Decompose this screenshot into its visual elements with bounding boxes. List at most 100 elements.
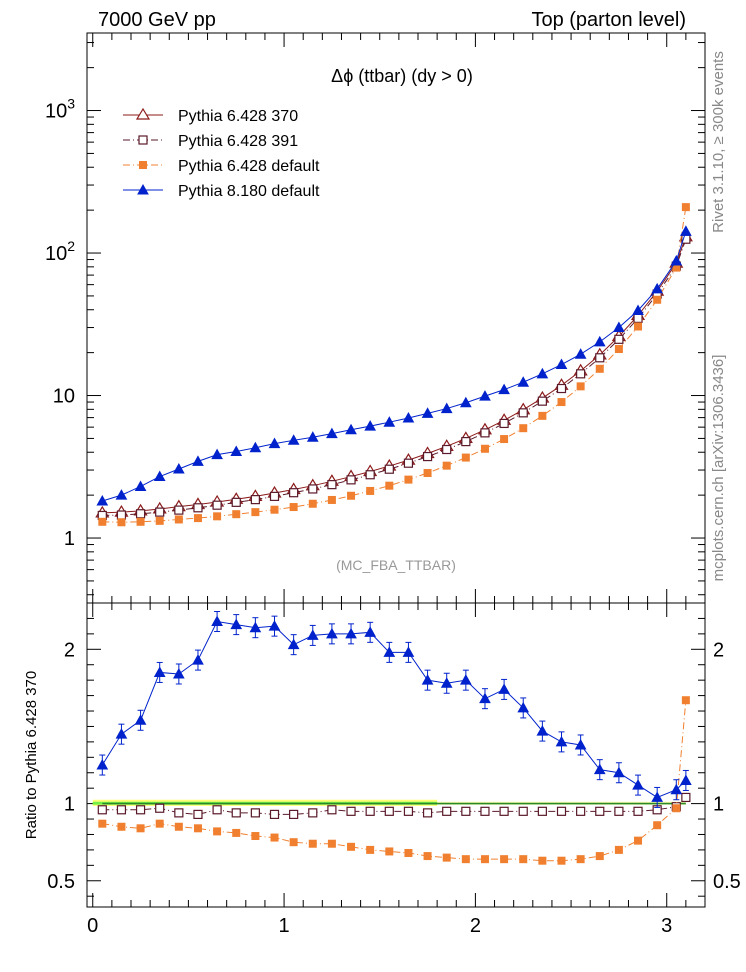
y-tick-label-right: 0.5 [713, 871, 741, 893]
data-point [632, 304, 644, 316]
data-point [519, 424, 528, 433]
series-pythia-8-180-default [96, 611, 692, 808]
data-point [613, 766, 625, 778]
data-point [385, 847, 394, 856]
data-point [308, 808, 318, 818]
data-point [269, 491, 280, 501]
series-pythia-6-428-default [98, 696, 690, 865]
data-point [289, 838, 298, 847]
data-point [251, 832, 260, 841]
data-point [574, 738, 587, 750]
legend-entry: Pythia 8.180 default [123, 183, 320, 200]
data-point [268, 437, 281, 449]
y-tick-label: 10 [53, 386, 75, 408]
data-point [365, 470, 375, 480]
data-point [651, 282, 664, 294]
data-point [347, 491, 356, 500]
data-point [250, 495, 260, 505]
data-point [442, 461, 451, 470]
data-point [576, 369, 586, 379]
data-point [172, 667, 185, 679]
data-point [116, 510, 127, 520]
data-point [308, 839, 317, 848]
data-point [306, 431, 319, 442]
data-point [479, 390, 491, 401]
main-plot-panel: 1 10 102 103 Δϕ (ttbar) (dy > 0) (MC_FBA_TTBA… [45, 32, 706, 604]
data-point [653, 295, 662, 304]
legend-entry: Pythia 6.428 370 [123, 107, 298, 125]
analysis-watermark: (MC_FBA_TTBAR) [336, 557, 456, 573]
data-point [556, 806, 567, 816]
data-point [459, 396, 472, 408]
header-right-label: Top (parton level) [531, 9, 686, 31]
legend-marker [135, 107, 151, 120]
data-point [499, 806, 509, 816]
data-point [653, 821, 662, 830]
data-point [289, 503, 298, 512]
data-point [346, 475, 356, 485]
data-point [500, 435, 509, 444]
x-tick-label: 1 [279, 915, 290, 937]
x-tick-label: 3 [661, 915, 672, 937]
data-point [440, 677, 453, 688]
data-point [287, 638, 300, 650]
data-point [681, 203, 690, 212]
data-point [595, 852, 604, 861]
data-point [442, 806, 452, 816]
data-point [670, 254, 683, 266]
data-point [366, 486, 375, 495]
series-pythia-8-180-default [96, 225, 692, 506]
data-point [385, 481, 394, 490]
data-point [134, 714, 147, 725]
data-point [269, 809, 280, 820]
data-point [192, 455, 204, 466]
data-point [681, 792, 691, 803]
data-point [213, 827, 222, 836]
data-point [135, 805, 146, 815]
data-point [421, 674, 434, 685]
data-point [308, 499, 317, 508]
data-point [595, 806, 605, 816]
data-point [461, 437, 471, 447]
data-point [250, 808, 260, 818]
data-point [383, 646, 396, 657]
legend-label: Pythia 6.428 391 [178, 133, 298, 150]
data-point [499, 418, 509, 429]
data-point [364, 626, 377, 637]
data-point [538, 856, 547, 865]
y-tick-label: 102 [45, 238, 75, 265]
series-pythia-6-428-default [98, 203, 690, 527]
legend-entry: Pythia 6.428 391 [123, 133, 298, 150]
data-point [98, 819, 107, 828]
data-point [480, 855, 489, 864]
legend-label: Pythia 8.180 default [178, 183, 320, 200]
y-tick-label: 2 [64, 639, 75, 661]
data-point [614, 845, 623, 854]
legend-marker [137, 183, 149, 195]
data-point [672, 804, 681, 813]
y-tick-label: 1 [64, 794, 75, 816]
data-point [479, 692, 491, 704]
data-point [115, 489, 128, 500]
data-point [421, 407, 434, 418]
data-point [595, 353, 605, 363]
data-point [308, 484, 318, 494]
data-point [614, 345, 623, 354]
data-point [538, 411, 547, 420]
data-point [593, 335, 606, 347]
data-point [136, 517, 145, 526]
data-point [268, 620, 281, 631]
data-point [327, 805, 337, 815]
data-point [634, 836, 643, 845]
data-point [153, 666, 166, 677]
data-point [327, 839, 336, 848]
data-point [402, 412, 415, 423]
ratio-y-axis-label: Ratio to Pythia 6.428 370 [23, 671, 40, 839]
data-point [518, 408, 528, 418]
data-point [517, 701, 530, 713]
data-point [576, 382, 585, 391]
data-point [174, 515, 183, 524]
data-point [536, 725, 549, 736]
data-point [670, 783, 683, 795]
data-point [595, 364, 604, 373]
